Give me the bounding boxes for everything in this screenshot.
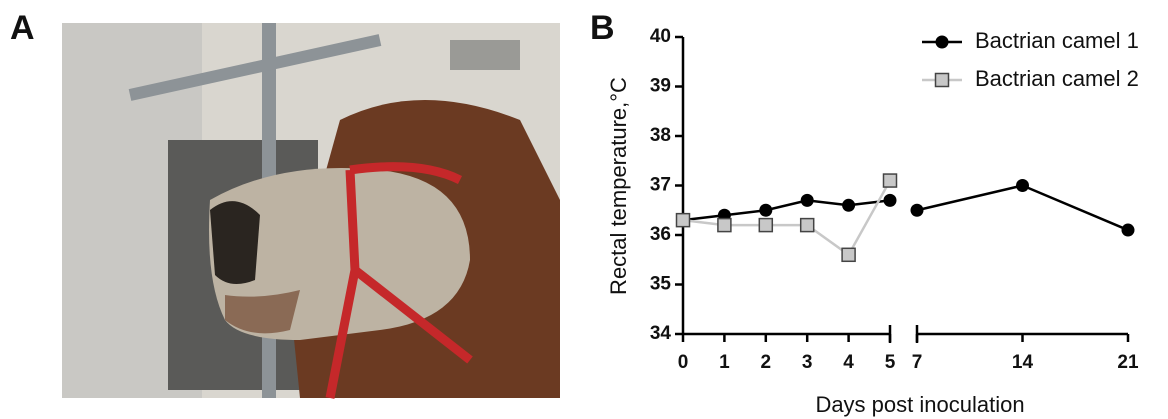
x-axis-label: Days post inoculation bbox=[815, 392, 1024, 417]
series-line bbox=[917, 186, 1128, 231]
marker bbox=[911, 204, 924, 217]
x-tick-label: 0 bbox=[678, 352, 689, 373]
series-line bbox=[683, 200, 890, 220]
marker bbox=[718, 219, 731, 232]
marker bbox=[801, 219, 814, 232]
marker bbox=[801, 194, 814, 207]
marker bbox=[1122, 224, 1135, 237]
legend-label: Bactrian camel 1 bbox=[975, 28, 1139, 53]
marker bbox=[1016, 179, 1029, 192]
y-tick-label: 40 bbox=[650, 26, 671, 47]
panel-label: B bbox=[590, 9, 615, 47]
y-tick-label: 38 bbox=[650, 125, 671, 146]
y-tick-label: 36 bbox=[650, 224, 671, 245]
marker bbox=[884, 174, 897, 187]
x-tick-label: 21 bbox=[1117, 352, 1139, 373]
legend-marker bbox=[936, 74, 949, 87]
x-tick-label: 4 bbox=[843, 352, 854, 373]
y-tick-label: 35 bbox=[650, 274, 672, 295]
x-tick-label: 7 bbox=[912, 352, 923, 373]
figure: A B Days post inoculation Rectal tempera… bbox=[0, 0, 1168, 419]
y-axis-label: Rectal temperature,°C bbox=[606, 77, 631, 295]
marker bbox=[759, 219, 772, 232]
panel-label: A bbox=[10, 9, 35, 47]
marker bbox=[884, 194, 897, 207]
y-tick-label: 39 bbox=[650, 76, 671, 97]
legend-marker bbox=[936, 36, 949, 49]
x-tick-label: 3 bbox=[802, 352, 813, 373]
legend-label: Bactrian camel 2 bbox=[975, 66, 1139, 91]
marker bbox=[842, 248, 855, 261]
marker bbox=[759, 204, 772, 217]
y-tick-label: 34 bbox=[650, 323, 672, 344]
x-tick-label: 1 bbox=[719, 352, 730, 373]
marker bbox=[842, 199, 855, 212]
x-tick-label: 5 bbox=[885, 352, 896, 373]
marker bbox=[677, 214, 690, 227]
x-tick-label: 2 bbox=[761, 352, 772, 373]
page: {"panel_labels": ["A", "B"], "chart_data… bbox=[0, 0, 1168, 419]
x-tick-label: 14 bbox=[1012, 352, 1034, 373]
y-tick-label: 37 bbox=[650, 175, 671, 196]
photo bbox=[62, 23, 560, 398]
